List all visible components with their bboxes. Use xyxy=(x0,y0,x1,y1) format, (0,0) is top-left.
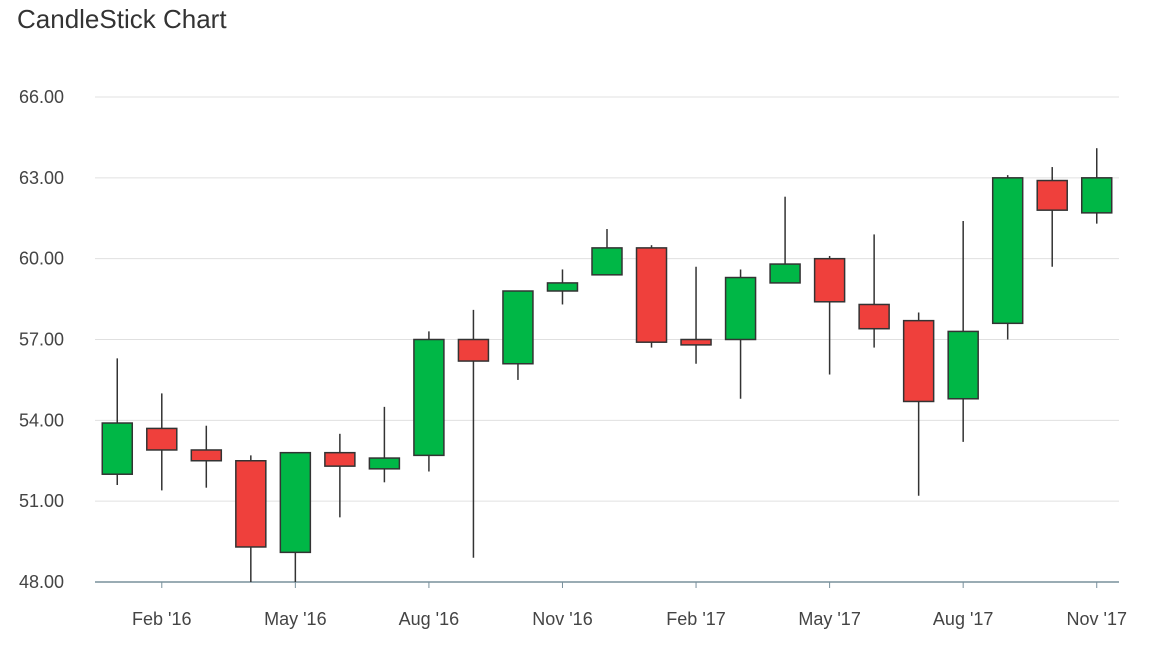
candle-body-up xyxy=(413,338,445,457)
x-tick-label: Feb '17 xyxy=(666,609,725,629)
candle-body-up xyxy=(591,247,623,276)
candle-body-down xyxy=(1036,179,1068,211)
y-tick-label: 51.00 xyxy=(19,491,64,511)
candle-body-down xyxy=(813,257,846,303)
candle xyxy=(1080,148,1113,224)
candle-body-down xyxy=(235,460,267,548)
candle-body-down xyxy=(680,338,712,346)
candle xyxy=(502,290,534,380)
grid-lines xyxy=(95,96,1119,502)
y-tick-label: 66.00 xyxy=(19,87,64,107)
candle xyxy=(680,266,712,364)
candle xyxy=(724,269,757,399)
x-tick-label: Aug '16 xyxy=(399,609,460,629)
candle-body-up xyxy=(546,282,579,292)
y-axis: 48.00 51.00 54.00 57.00 60.00 63.00 66.00 xyxy=(19,87,64,592)
candle xyxy=(368,406,401,483)
candle-body-down xyxy=(902,319,935,403)
candle xyxy=(190,425,223,488)
candle xyxy=(546,269,579,305)
candle xyxy=(813,255,846,375)
x-tick-label: May '17 xyxy=(798,609,860,629)
candle xyxy=(1036,167,1068,267)
y-tick-label: 63.00 xyxy=(19,168,64,188)
candle-body-up xyxy=(101,422,134,475)
candle-body-down xyxy=(457,338,490,362)
x-tick-label: Aug '17 xyxy=(933,609,994,629)
candle xyxy=(146,393,178,491)
candles xyxy=(101,148,1113,582)
candle xyxy=(324,433,356,518)
candle-body-up xyxy=(502,290,534,365)
candle xyxy=(902,312,935,496)
candle xyxy=(101,358,134,485)
candle xyxy=(991,175,1024,340)
x-tick-label: May '16 xyxy=(264,609,326,629)
candle xyxy=(279,451,312,582)
candle xyxy=(457,309,490,558)
candle xyxy=(858,234,890,348)
candle xyxy=(413,331,445,472)
candle-body-up xyxy=(279,451,312,554)
candle-body-down xyxy=(324,451,356,467)
candle xyxy=(947,220,979,442)
candle-body-up xyxy=(724,276,757,341)
candle xyxy=(235,455,267,582)
candle-body-down xyxy=(858,303,890,330)
y-tick-label: 54.00 xyxy=(19,410,64,430)
x-axis: Feb '16 May '16 Aug '16 Nov '16 Feb '17 May '… xyxy=(95,581,1127,629)
candle-body-down xyxy=(190,449,223,462)
candle-body-up xyxy=(991,177,1024,325)
candle-body-down xyxy=(146,427,178,451)
candle-body-down xyxy=(635,247,668,343)
candle-body-up xyxy=(368,457,401,470)
candle-body-up xyxy=(769,263,801,284)
candle xyxy=(591,229,623,276)
candle-body-up xyxy=(1080,177,1113,214)
x-tick-label: Nov '17 xyxy=(1067,609,1127,629)
y-tick-label: 60.00 xyxy=(19,249,64,269)
candle xyxy=(769,196,801,284)
x-tick-label: Nov '16 xyxy=(532,609,592,629)
x-tick-label: Feb '16 xyxy=(132,609,191,629)
chart-title: CandleStick Chart xyxy=(17,4,227,34)
candle-body-up xyxy=(947,330,979,400)
y-tick-label: 57.00 xyxy=(19,330,64,350)
y-tick-label: 48.00 xyxy=(19,572,64,592)
candle xyxy=(635,245,668,348)
